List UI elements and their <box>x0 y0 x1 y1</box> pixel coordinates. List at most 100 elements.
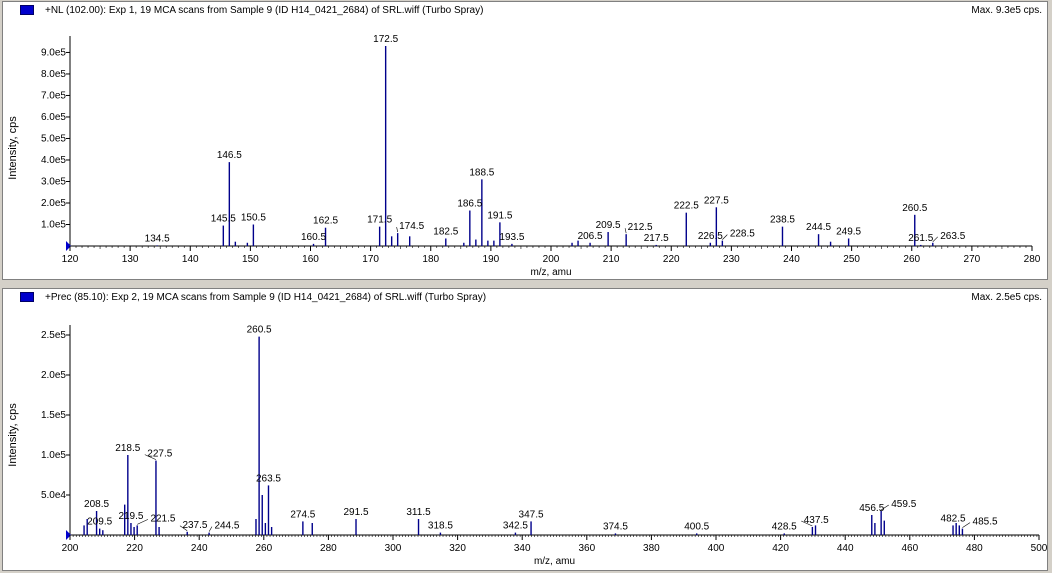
x-tick-label: 140 <box>182 254 199 265</box>
y-axis-label: Intensity, cps <box>7 403 19 467</box>
peak-label: 237.5 <box>182 520 207 531</box>
x-tick-label: 160 <box>302 254 319 265</box>
max-intensity-label: Max. 9.3e5 cps. <box>971 5 1042 16</box>
x-tick-label: 270 <box>964 254 981 265</box>
y-tick-label: 1.0e5 <box>41 219 66 230</box>
y-tick-label: 6.0e5 <box>41 112 66 123</box>
peak-label: 274.5 <box>290 509 315 520</box>
peak-label: 188.5 <box>469 167 494 178</box>
trace-color-marker <box>20 5 34 15</box>
peak-label: 208.5 <box>84 499 109 510</box>
origin-marker <box>66 241 71 251</box>
panel-title: +NL (102.00): Exp 1, 19 MCA scans from S… <box>45 5 484 16</box>
peak-label: 160.5 <box>301 232 326 243</box>
x-axis-label: m/z, amu <box>530 267 571 278</box>
x-tick-label: 260 <box>255 543 272 554</box>
peak-label: 222.5 <box>674 201 699 212</box>
x-tick-label: 150 <box>242 254 259 265</box>
peak-label: 218.5 <box>115 443 140 454</box>
peak-label: 485.5 <box>973 517 998 528</box>
x-tick-label: 500 <box>1031 543 1047 554</box>
x-tick-label: 180 <box>422 254 439 265</box>
x-tick-label: 380 <box>643 543 660 554</box>
peak-label: 459.5 <box>891 499 916 510</box>
peak-label: 437.5 <box>804 515 829 526</box>
x-tick-label: 440 <box>837 543 854 554</box>
x-tick-label: 260 <box>903 254 920 265</box>
x-tick-label: 340 <box>514 543 531 554</box>
y-tick-label: 3.0e5 <box>41 176 66 187</box>
x-tick-label: 120 <box>62 254 79 265</box>
peak-label: 456.5 <box>859 503 884 514</box>
peak-label: 193.5 <box>499 232 524 243</box>
y-tick-label: 1.0e5 <box>41 450 66 461</box>
x-tick-label: 220 <box>663 254 680 265</box>
peak-label: 172.5 <box>373 34 398 45</box>
peak-label: 244.5 <box>214 521 239 532</box>
peak-label: 228.5 <box>730 229 755 240</box>
y-tick-label: 1.5e5 <box>41 410 66 421</box>
peak-label: 174.5 <box>399 221 424 232</box>
peak-label: 260.5 <box>247 325 272 336</box>
peak-label: 134.5 <box>145 233 170 244</box>
peak-label: 182.5 <box>433 226 458 237</box>
x-tick-label: 210 <box>603 254 620 265</box>
y-tick-label: 4.0e5 <box>41 155 66 166</box>
x-tick-label: 300 <box>385 543 402 554</box>
peak-label: 209.5 <box>596 220 621 231</box>
x-tick-label: 220 <box>126 543 143 554</box>
peak-label: 260.5 <box>902 203 927 214</box>
y-tick-label: 8.0e5 <box>41 69 66 80</box>
peak-label-leader <box>624 228 627 234</box>
x-tick-label: 480 <box>966 543 983 554</box>
max-intensity-label: Max. 2.5e5 cps. <box>971 292 1042 303</box>
peak-label: 191.5 <box>487 210 512 221</box>
peak-label: 150.5 <box>241 212 266 223</box>
x-tick-label: 200 <box>62 543 79 554</box>
y-tick-label: 5.0e4 <box>41 490 66 501</box>
peak-label: 209.5 <box>87 517 112 528</box>
peak-label: 342.5 <box>503 521 528 532</box>
x-axis-label: m/z, amu <box>534 556 575 567</box>
y-tick-label: 7.0e5 <box>41 90 66 101</box>
x-tick-label: 360 <box>578 543 595 554</box>
peak-label-leader <box>962 522 971 528</box>
y-tick-label: 9.0e5 <box>41 47 66 58</box>
x-tick-label: 420 <box>772 543 789 554</box>
x-tick-label: 240 <box>783 254 800 265</box>
origin-marker <box>66 530 71 540</box>
peak-label: 146.5 <box>217 150 242 161</box>
peak-label-leader <box>208 526 213 532</box>
prec-spectrum-chart[interactable]: 200 220 240 260 280 300 320 340 360 380 400 420 440 4… <box>3 289 1047 570</box>
peak-label-leader <box>801 520 813 527</box>
peak-label: 219.5 <box>118 511 143 522</box>
peak-label: 261.5 <box>908 233 933 244</box>
nl-spectrum-chart[interactable]: 120 130 140 150 160 170 180 190 200 210 220 230 240 2… <box>3 2 1047 279</box>
peak-label-leader <box>880 504 889 511</box>
peak-label: 374.5 <box>603 521 628 532</box>
peak-label: 244.5 <box>806 222 831 233</box>
x-tick-label: 240 <box>191 543 208 554</box>
x-tick-label: 320 <box>449 543 466 554</box>
peak-label: 482.5 <box>941 513 966 524</box>
peak-label: 227.5 <box>704 195 729 206</box>
peak-label: 249.5 <box>836 226 861 237</box>
x-tick-label: 280 <box>320 543 337 554</box>
peak-label: 400.5 <box>684 521 709 532</box>
spectrum-panel-prec: +Prec (85.10): Exp 2, 19 MCA scans from … <box>2 288 1048 571</box>
x-tick-label: 230 <box>723 254 740 265</box>
x-tick-label: 170 <box>362 254 379 265</box>
peak-label: 212.5 <box>628 222 653 233</box>
peak-label: 318.5 <box>428 521 453 532</box>
peak-label: 347.5 <box>519 509 544 520</box>
x-tick-label: 250 <box>843 254 860 265</box>
trace-color-marker <box>20 292 34 302</box>
peak-label-leader <box>137 519 149 525</box>
peak-label: 311.5 <box>406 507 431 518</box>
peak-label: 217.5 <box>644 233 669 244</box>
y-tick-label: 5.0e5 <box>41 133 66 144</box>
y-tick-label: 2.5e5 <box>41 330 66 341</box>
peak-label-leader <box>722 234 728 240</box>
peak-label: 291.5 <box>343 507 368 518</box>
x-tick-label: 460 <box>901 543 918 554</box>
